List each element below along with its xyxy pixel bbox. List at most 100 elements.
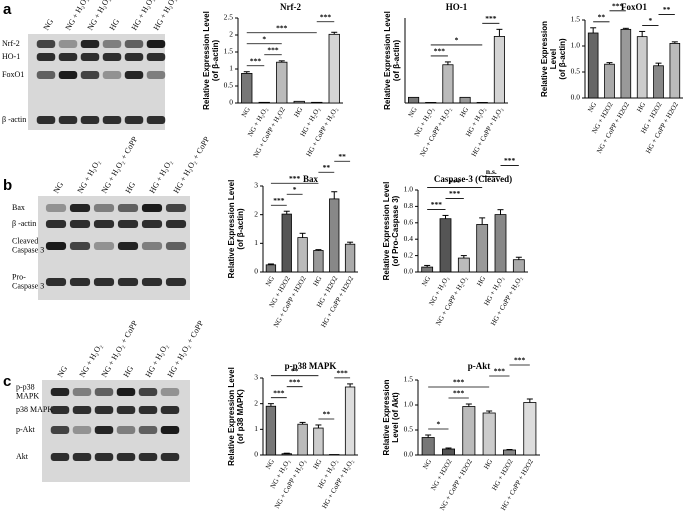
blot-row-label: Nrf-2 — [2, 39, 20, 48]
bar — [425, 102, 437, 104]
y-axis-label: (of p38 MAPK) — [236, 389, 245, 444]
blot-band — [141, 278, 163, 286]
significance-label: *** — [514, 356, 526, 365]
blot-band — [94, 388, 114, 396]
y-tick-label: 1.0 — [571, 41, 581, 50]
y-tick-label: 0.5 — [404, 425, 414, 434]
bar — [502, 449, 516, 456]
blot-band — [80, 40, 100, 48]
blot-band — [69, 204, 91, 212]
blot-band — [124, 40, 144, 48]
blot-band — [45, 242, 67, 250]
bar — [313, 427, 324, 456]
lane-label: NG — [52, 180, 66, 195]
y-tick-label: 0.5 — [224, 81, 234, 90]
x-tick-label: HG — [312, 458, 324, 471]
x-tick-label: HG — [292, 106, 304, 119]
significance-label: *** — [431, 200, 443, 209]
significance-label: ** — [598, 13, 606, 22]
bar — [442, 64, 454, 104]
blot-band — [72, 426, 92, 434]
blot-band — [141, 220, 163, 228]
y-axis-label: (of β-actin) — [236, 208, 245, 250]
y-tick-label: 0.2 — [404, 250, 414, 259]
x-tick-label: NG — [420, 275, 432, 288]
blot-band — [58, 116, 78, 124]
y-tick-label: 3 — [254, 373, 258, 382]
blot-band — [102, 53, 122, 61]
blot-band — [50, 426, 70, 434]
blot-band — [160, 406, 180, 414]
y-tick-label: 0 — [229, 98, 233, 107]
blot-band — [116, 426, 136, 434]
significance-label: *** — [612, 2, 624, 11]
panel-label: a — [3, 1, 12, 18]
lane-label: NG + H₂O₂ + CoPP — [86, 0, 126, 32]
y-tick-label: 0.0 — [404, 450, 414, 459]
y-axis-label: Level (of Akt) — [391, 392, 400, 443]
bar — [344, 243, 356, 273]
lane-label: HG — [122, 364, 136, 379]
y-axis-label: Relative Expression Level — [227, 180, 236, 279]
blot-band — [160, 453, 180, 461]
y-tick-label: 2.5 — [224, 13, 234, 22]
significance-label: * — [293, 185, 297, 194]
bar — [457, 257, 470, 273]
blot-band — [165, 220, 187, 228]
blot-row-label: Caspase 3 — [12, 245, 44, 254]
blot-row-label: HO-1 — [2, 52, 20, 61]
y-tick-label: 1 — [229, 64, 233, 73]
blot-row-label: β -actin — [2, 115, 26, 124]
x-tick-label: NG + CoPP + H₂O2 — [252, 105, 288, 159]
x-tick-label: HG — [458, 106, 470, 119]
blot-band — [146, 71, 166, 79]
blot-band — [165, 242, 187, 250]
blot-band — [45, 204, 67, 212]
blot-band — [69, 242, 91, 250]
bar — [462, 406, 476, 456]
blot-band — [94, 426, 114, 434]
bar — [265, 405, 277, 456]
blot-background — [28, 34, 165, 130]
y-axis-label: Relative Expression — [540, 21, 549, 97]
bar — [276, 61, 288, 104]
lane-label: HG — [124, 180, 138, 195]
panel-label: b — [3, 177, 12, 194]
chart-title: FoxO1 — [621, 2, 647, 12]
blot-band — [58, 40, 78, 48]
bar — [604, 63, 615, 99]
significance-label: *** — [337, 369, 349, 378]
significance-label: *** — [453, 389, 465, 398]
bar — [523, 402, 537, 456]
significance-label: *** — [449, 189, 461, 198]
bar — [636, 36, 648, 99]
blot-band — [138, 426, 158, 434]
lane-label: NG + H₂O₂ — [76, 158, 103, 195]
blot-band — [80, 71, 100, 79]
blot-band — [160, 388, 180, 396]
bar — [328, 33, 340, 104]
blot-band — [94, 406, 114, 414]
blot-band — [138, 388, 158, 396]
blot-row-label: p38 MAPK — [16, 405, 53, 414]
significance-label: *** — [267, 45, 279, 54]
significance-label: * — [455, 36, 459, 45]
blot-band — [36, 40, 56, 48]
bar — [258, 101, 270, 104]
significance-label: * — [436, 420, 440, 429]
x-tick-label: NG — [240, 106, 252, 119]
bar — [587, 32, 599, 99]
bar — [241, 73, 253, 104]
bar — [653, 65, 664, 99]
x-tick-label: NG — [264, 458, 276, 471]
blot-row-label: Pro- — [12, 272, 26, 281]
bar — [344, 386, 356, 456]
significance-label: ** — [338, 152, 346, 161]
bar — [297, 423, 308, 456]
blot-band — [141, 242, 163, 250]
blot-band — [116, 453, 136, 461]
blot-row-label: Caspase 3 — [12, 281, 44, 290]
blot-band — [117, 220, 139, 228]
chart-title: HO-1 — [446, 2, 468, 12]
